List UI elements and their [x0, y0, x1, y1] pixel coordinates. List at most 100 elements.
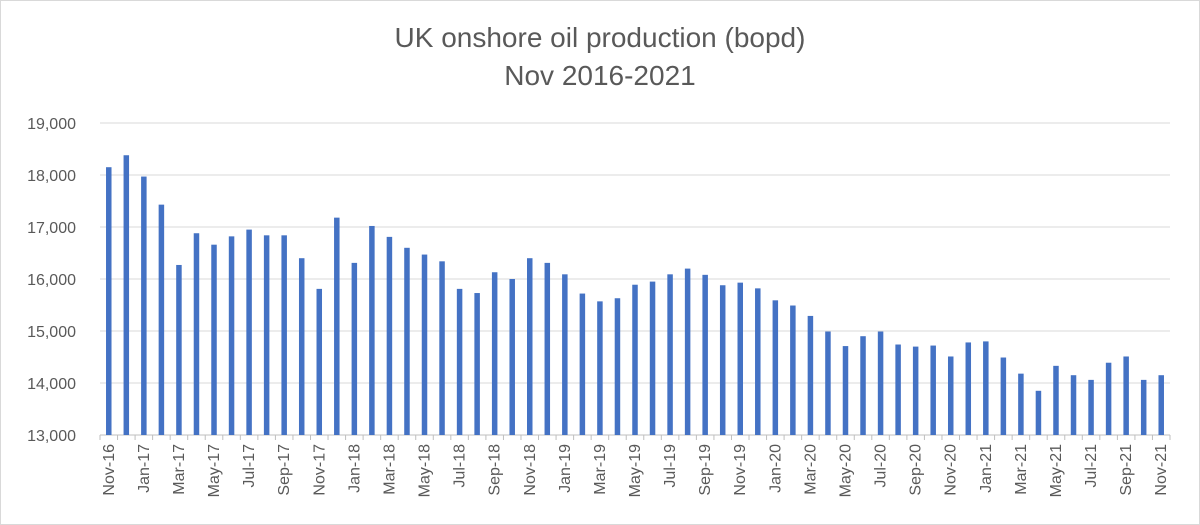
y-tick-label: 19,000 — [27, 116, 76, 133]
x-tick-label: Jul-21 — [1083, 444, 1100, 488]
x-tick-label: Mar-17 — [171, 444, 188, 495]
bar-Feb-17 — [158, 204, 165, 435]
x-tick-label: Nov-16 — [101, 444, 118, 496]
bar-May-18 — [421, 254, 428, 435]
bar-Aug-20 — [895, 344, 901, 435]
bar-Nov-21 — [1158, 375, 1164, 435]
bar-Apr-19 — [614, 298, 621, 435]
bar-Oct-20 — [930, 345, 936, 435]
bar-Oct-18 — [509, 279, 515, 435]
bar-Oct-17 — [298, 258, 305, 435]
bar-Mar-20 — [807, 315, 814, 435]
x-tick-label: Jul-18 — [452, 444, 469, 488]
bar-Jun-20 — [860, 336, 866, 435]
x-tick-label: Nov-19 — [732, 444, 749, 496]
bar-Jun-17 — [228, 236, 235, 435]
x-tick-label: Jan-17 — [136, 444, 153, 493]
bar-Nov-16 — [106, 167, 112, 435]
bar-Jan-20 — [772, 300, 779, 435]
bar-Jul-19 — [667, 274, 673, 435]
bar-Aug-21 — [1105, 362, 1112, 435]
bar-Jun-21 — [1070, 375, 1077, 435]
bar-Apr-20 — [825, 331, 831, 435]
x-tick-label: Nov-17 — [311, 444, 328, 496]
x-tick-label: Jan-20 — [767, 444, 784, 493]
bar-Mar-18 — [386, 236, 393, 435]
bar-Feb-19 — [579, 293, 586, 435]
bar-Jun-19 — [649, 281, 656, 435]
x-tick-label: Nov-18 — [522, 444, 539, 496]
bar-Feb-18 — [369, 225, 375, 435]
y-tick-label: 17,000 — [27, 220, 76, 237]
x-tick-label: Jul-19 — [662, 444, 679, 488]
x-tick-label: Jan-18 — [346, 444, 363, 493]
bar-Sep-18 — [491, 272, 498, 435]
bar-Jan-19 — [562, 274, 568, 435]
x-tick-label: Nov-21 — [1153, 444, 1170, 496]
x-tick-label: Mar-18 — [381, 444, 398, 495]
bar-Jul-20 — [877, 331, 884, 435]
bar-Sep-20 — [912, 346, 919, 435]
bar-Jan-21 — [983, 341, 989, 435]
bar-Mar-19 — [597, 301, 603, 435]
bar-Apr-17 — [193, 233, 200, 435]
bar-May-19 — [632, 284, 638, 435]
x-tick-label: Sep-19 — [697, 444, 714, 496]
bar-Jul-18 — [456, 288, 463, 435]
y-tick-label: 16,000 — [27, 272, 76, 289]
x-tick-label: Sep-17 — [276, 444, 293, 496]
x-tick-label: May-18 — [417, 444, 434, 497]
bar-May-17 — [211, 244, 217, 435]
x-axis-ticks: Nov-16 Jan-17 Mar-17 May-17 Jul-17 Sep-17 Nov-… — [99, 435, 1171, 497]
bar-Jun-18 — [439, 261, 445, 435]
bar-Sep-19 — [702, 274, 708, 435]
bar-Dec-19 — [755, 288, 761, 435]
bar-Nov-20 — [947, 356, 954, 435]
bar-Aug-17 — [263, 235, 270, 435]
bar-May-20 — [842, 346, 849, 435]
y-axis-ticks: 13,000 14,000 15,000 16,000 17,000 18,000 19,0… — [27, 116, 76, 445]
bar-Aug-18 — [474, 293, 480, 435]
x-tick-label: Sep-21 — [1118, 444, 1135, 496]
bar-Feb-20 — [790, 305, 796, 435]
x-tick-label: Jan-19 — [557, 444, 574, 493]
chart-subtitle: Nov 2016-2021 — [504, 60, 696, 91]
chart-title: UK onshore oil production (bopd) — [394, 22, 806, 53]
y-tick-label: 15,000 — [27, 324, 76, 341]
bar-Oct-21 — [1140, 379, 1147, 435]
x-tick-label: Nov-20 — [943, 444, 960, 496]
x-tick-label: Mar-19 — [592, 444, 609, 495]
bar-Jul-17 — [246, 229, 252, 435]
bar-Dec-16 — [123, 155, 130, 436]
bar-Sep-17 — [281, 235, 287, 435]
bar-Aug-19 — [684, 268, 691, 435]
x-tick-label: May-17 — [206, 444, 223, 497]
bar-Apr-21 — [1035, 390, 1042, 435]
bar-Nov-17 — [316, 288, 323, 435]
x-tick-label: Jul-20 — [873, 444, 890, 488]
bar-Oct-19 — [719, 285, 726, 435]
bar-Jul-21 — [1088, 379, 1094, 435]
x-tick-label: Jan-21 — [978, 444, 995, 493]
y-tick-label: 13,000 — [27, 428, 76, 445]
x-tick-label: Jul-17 — [241, 444, 258, 488]
x-tick-label: Mar-21 — [1013, 444, 1030, 495]
bar-Jan-18 — [351, 262, 358, 435]
bar-Dec-17 — [334, 217, 340, 435]
bar-Feb-21 — [1000, 357, 1007, 435]
bar-Sep-21 — [1123, 356, 1129, 435]
bar-May-21 — [1053, 365, 1059, 435]
x-tick-label: Mar-20 — [802, 444, 819, 495]
x-tick-label: Sep-20 — [908, 444, 925, 496]
x-tick-label: May-20 — [837, 444, 854, 497]
bar-Mar-21 — [1018, 373, 1024, 435]
x-tick-label: May-21 — [1048, 444, 1065, 497]
y-tick-label: 14,000 — [27, 376, 76, 393]
bar-Nov-19 — [737, 282, 743, 435]
bars — [106, 155, 1164, 436]
bar-Jan-17 — [141, 176, 147, 435]
bar-Dec-20 — [965, 342, 972, 435]
x-tick-label: Sep-18 — [487, 444, 504, 496]
